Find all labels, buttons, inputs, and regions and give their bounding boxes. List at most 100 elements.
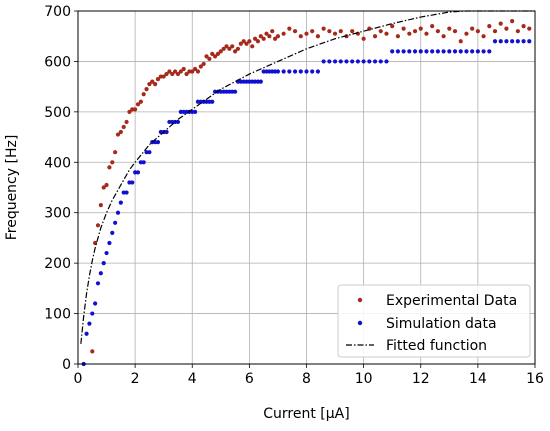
x-tick-label-1: 2 xyxy=(131,371,140,387)
point-experimental-data-60 xyxy=(261,36,266,41)
point-experimental-data-66 xyxy=(281,31,286,36)
point-simulation-data-98 xyxy=(447,49,452,54)
point-simulation-data-107 xyxy=(498,39,503,44)
point-experimental-data-72 xyxy=(315,34,321,39)
point-experimental-data-76 xyxy=(338,29,343,34)
y-tick-label-5: 500 xyxy=(44,105,71,121)
point-simulation-data-8 xyxy=(104,250,109,256)
point-simulation-data-9 xyxy=(107,240,112,246)
point-experimental-data-26 xyxy=(164,71,169,77)
point-experimental-data-82 xyxy=(372,34,378,39)
point-experimental-data-98 xyxy=(464,31,469,36)
point-simulation-data-89 xyxy=(395,49,400,54)
point-experimental-data-97 xyxy=(458,39,463,44)
point-simulation-data-88 xyxy=(390,49,395,54)
point-simulation-data-12 xyxy=(115,210,121,215)
y-tick-label-6: 600 xyxy=(44,54,71,70)
point-experimental-data-16 xyxy=(135,102,141,107)
point-experimental-data-71 xyxy=(310,29,315,34)
legend-box xyxy=(337,284,531,358)
point-experimental-data-58 xyxy=(255,39,261,44)
series-line-fitted-function xyxy=(80,10,535,344)
point-simulation-data-72 xyxy=(298,69,303,74)
point-experimental-data-3 xyxy=(98,203,103,208)
y-tick-label-1: 100 xyxy=(44,307,71,323)
point-experimental-data-50 xyxy=(232,49,238,54)
point-experimental-data-10 xyxy=(118,129,123,135)
point-experimental-data-106 xyxy=(510,18,515,24)
point-experimental-data-5 xyxy=(104,182,109,188)
point-experimental-data-95 xyxy=(447,26,452,31)
point-simulation-data-106 xyxy=(492,39,498,44)
point-experimental-data-44 xyxy=(215,51,221,56)
point-experimental-data-43 xyxy=(213,54,218,59)
point-experimental-data-9 xyxy=(115,132,121,137)
x-tick-label-6: 12 xyxy=(412,371,430,387)
point-experimental-data-63 xyxy=(270,29,275,34)
x-tick-label-5: 10 xyxy=(355,371,373,387)
point-experimental-data-57 xyxy=(252,36,258,41)
point-simulation-data-80 xyxy=(344,59,349,64)
point-simulation-data-53 xyxy=(232,89,238,94)
point-experimental-data-67 xyxy=(287,26,292,31)
point-experimental-data-54 xyxy=(244,41,249,46)
point-experimental-data-55 xyxy=(247,39,252,44)
point-simulation-data-6 xyxy=(98,271,103,276)
point-simulation-data-39 xyxy=(193,109,198,114)
point-experimental-data-48 xyxy=(227,46,232,51)
point-simulation-data-76 xyxy=(321,59,326,64)
point-simulation-data-109 xyxy=(510,39,515,44)
point-simulation-data-84 xyxy=(367,59,372,64)
point-experimental-data-96 xyxy=(452,29,458,34)
point-experimental-data-65 xyxy=(275,34,281,39)
point-experimental-data-38 xyxy=(198,64,203,69)
point-simulation-data-5 xyxy=(95,281,101,286)
point-experimental-data-80 xyxy=(361,36,366,41)
point-experimental-data-31 xyxy=(178,69,183,74)
point-simulation-data-77 xyxy=(327,59,332,64)
point-simulation-data-87 xyxy=(384,59,389,64)
point-simulation-data-70 xyxy=(287,69,292,74)
point-simulation-data-33 xyxy=(175,119,181,125)
y-tick-label-4: 400 xyxy=(44,155,71,171)
point-experimental-data-20 xyxy=(147,82,152,87)
point-simulation-data-90 xyxy=(401,49,406,54)
point-experimental-data-22 xyxy=(153,82,158,87)
point-simulation-data-71 xyxy=(292,69,298,74)
point-experimental-data-56 xyxy=(250,44,255,49)
point-experimental-data-99 xyxy=(470,26,475,31)
y-tick-label-2: 200 xyxy=(44,256,71,272)
legend-label-simulation: Simulation data xyxy=(386,316,497,332)
point-simulation-data-85 xyxy=(372,59,378,64)
x-tick-label-7: 14 xyxy=(469,371,487,387)
point-simulation-data-92 xyxy=(412,49,418,54)
point-experimental-data-62 xyxy=(267,34,272,39)
legend-label-experimental: Experimental Data xyxy=(386,293,517,309)
point-experimental-data-32 xyxy=(181,66,186,72)
point-simulation-data-86 xyxy=(378,59,383,64)
x-tick-label-3: 6 xyxy=(245,371,254,387)
point-experimental-data-47 xyxy=(224,44,229,49)
point-simulation-data-11 xyxy=(113,220,118,225)
point-experimental-data-73 xyxy=(321,26,326,31)
point-experimental-data-21 xyxy=(150,79,155,84)
point-experimental-data-33 xyxy=(184,71,189,77)
point-experimental-data-88 xyxy=(407,31,412,36)
point-experimental-data-19 xyxy=(144,87,149,92)
point-experimental-data-12 xyxy=(124,119,129,125)
point-simulation-data-17 xyxy=(130,180,135,185)
point-experimental-data-53 xyxy=(241,39,246,44)
point-experimental-data-36 xyxy=(193,66,198,72)
point-simulation-data-108 xyxy=(504,39,509,44)
point-experimental-data-51 xyxy=(235,46,241,51)
point-experimental-data-46 xyxy=(221,46,226,51)
point-simulation-data-10 xyxy=(110,230,115,235)
point-experimental-data-49 xyxy=(230,44,235,49)
point-experimental-data-86 xyxy=(395,34,400,39)
point-experimental-data-91 xyxy=(424,31,429,36)
x-axis-label: Current [μA] xyxy=(263,406,349,422)
point-experimental-data-64 xyxy=(272,36,278,41)
point-experimental-data-69 xyxy=(298,34,303,39)
point-simulation-data-21 xyxy=(141,160,146,165)
